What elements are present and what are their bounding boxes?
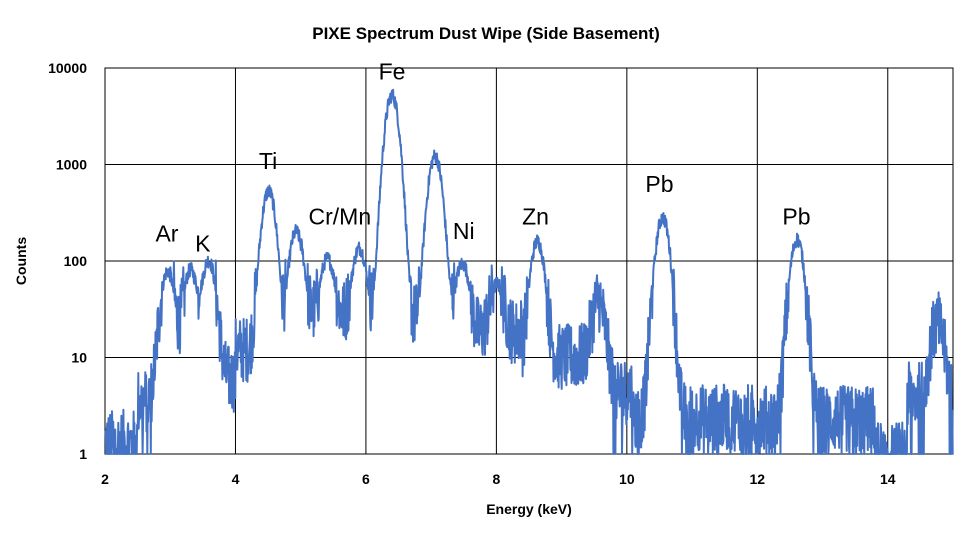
- peak-label: Zn: [522, 203, 549, 229]
- x-tick-label: 2: [101, 471, 109, 487]
- y-tick-label: 1: [79, 446, 87, 462]
- chart-title: PIXE Spectrum Dust Wipe (Side Basement): [312, 24, 659, 43]
- y-tick-label: 1000: [56, 157, 87, 173]
- peak-label: Fe: [379, 59, 406, 85]
- peak-label: Pb: [782, 203, 810, 229]
- x-tick-label: 12: [750, 471, 766, 487]
- peak-label: Ni: [453, 218, 475, 244]
- x-axis-label: Energy (keV): [486, 501, 572, 517]
- peak-annotations: Ar K Ti Cr/Mn Fe Ni Zn Pb Pb: [155, 59, 810, 257]
- peak-label: Ti: [259, 148, 277, 174]
- y-tick-label: 100: [64, 253, 88, 269]
- plot-area-border: [104, 67, 954, 455]
- peak-label: Ar: [155, 220, 178, 246]
- tick-labels: 2 4 6 8 10 12 14 1 10 100 1000 10000: [48, 60, 896, 487]
- y-tick-label: 10: [71, 350, 87, 366]
- peak-label: Cr/Mn: [309, 203, 372, 229]
- x-tick-label: 4: [232, 471, 240, 487]
- peak-label: K: [195, 231, 211, 257]
- y-tick-label: 10000: [48, 60, 87, 76]
- spectrum-series-line: [104, 88, 954, 455]
- y-axis-label: Counts: [13, 237, 29, 285]
- x-tick-label: 14: [880, 471, 896, 487]
- x-tick-label: 10: [619, 471, 635, 487]
- x-tick-label: 8: [492, 471, 500, 487]
- x-tick-label: 6: [362, 471, 370, 487]
- peak-label: Pb: [645, 171, 673, 197]
